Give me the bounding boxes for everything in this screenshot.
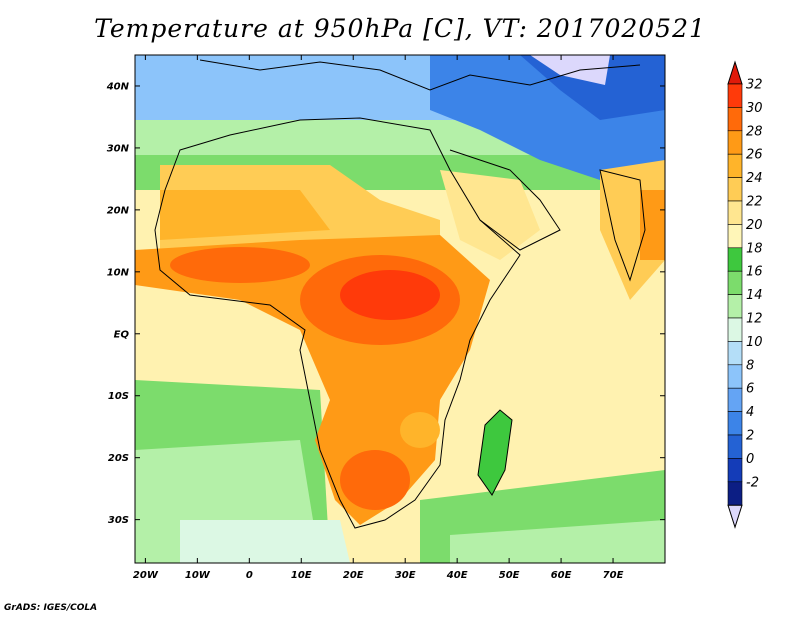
colorbar-box-9 [727, 294, 743, 319]
lon-label-6: 40E [446, 570, 468, 581]
colorbar-label-17: -2 [746, 475, 759, 490]
lon-label-7: 50E [499, 570, 520, 581]
colorbar-label-9: 14 [746, 288, 763, 303]
grads-credit: GrADS: IGES/COLA [4, 603, 98, 613]
colorbar-label-12: 8 [746, 358, 754, 373]
colorbar-box-17 [727, 481, 743, 506]
colorbar-label-1: 30 [746, 101, 763, 116]
latitude-axis: 40N 30N 20N 10N EQ 10S 20S 30S [106, 81, 665, 526]
lat-label-5: 10S [108, 391, 129, 402]
colorbar-label-16: 0 [746, 452, 754, 467]
arabia-outline [449, 149, 561, 251]
lat-label-1: 30N [107, 143, 130, 154]
colorbar-box-4 [727, 177, 743, 202]
colorbar-box-2 [727, 130, 743, 155]
map-frame [134, 54, 666, 564]
colorbar-box-6 [727, 224, 743, 249]
colorbar-box-16 [727, 458, 743, 483]
colorbar-box-12 [727, 364, 743, 389]
lat-label-3: 10N [107, 267, 130, 278]
colorbar-box-0 [727, 83, 743, 108]
lon-label-4: 20E [343, 570, 364, 581]
colorbar-box-5 [727, 200, 743, 225]
colorbar-label-14: 4 [746, 405, 754, 420]
colorbar-box-14 [727, 411, 743, 436]
colorbar-box-13 [727, 387, 743, 412]
colorbar-label-10: 12 [746, 312, 763, 327]
lon-label-9: 70E [603, 570, 624, 581]
colorbar-box-10 [727, 317, 743, 342]
colorbar-label-0: 32 [746, 78, 763, 93]
lon-label-1: 10W [185, 570, 211, 581]
colorbar-box-7 [727, 247, 743, 272]
colorbar-box-11 [727, 341, 743, 366]
madagascar-region [478, 410, 512, 495]
europe-outline [199, 59, 641, 91]
arabia-region [440, 170, 540, 260]
longitude-axis: 20W 10W 0 10E 20E 30E 40E 50E 60E 70E [133, 55, 624, 581]
colorbar-label-8: 16 [746, 265, 763, 280]
lat-label-0: 40N [106, 81, 130, 92]
africa-outline [154, 117, 521, 529]
colorbar-box-1 [727, 107, 743, 132]
lon-label-3: 10E [291, 570, 312, 581]
lon-label-0: 20W [133, 570, 159, 581]
colorbar-label-7: 18 [746, 241, 763, 256]
colorbar-label-6: 20 [746, 218, 763, 233]
colorbar-label-15: 2 [746, 429, 754, 444]
colorbar-label-5: 22 [746, 195, 763, 210]
colorbar-label-2: 28 [746, 124, 763, 139]
himalaya-region [530, 55, 610, 85]
colorbar-label-13: 6 [746, 382, 754, 397]
lat-label-2: 20N [107, 205, 130, 216]
colorbar-box-3 [727, 153, 743, 178]
colorbar-bottom-arrow [727, 504, 743, 529]
lon-label-5: 30E [395, 570, 416, 581]
chart-title: Temperature at 950hPa [C], VT: 201702052… [94, 14, 706, 43]
colorbar-box-15 [727, 434, 743, 459]
india-outline [599, 169, 646, 282]
colorbar-label-4: 24 [746, 171, 763, 186]
map-field [135, 55, 665, 563]
lon-label-8: 60E [551, 570, 572, 581]
colorbar-box-8 [727, 270, 743, 295]
lat-label-4: EQ [114, 329, 130, 340]
lon-label-2: 0 [246, 570, 253, 581]
colorbar-top-arrow [727, 60, 743, 85]
colorbar-label-3: 26 [746, 148, 763, 163]
lat-label-7: 30S [108, 515, 129, 526]
colorbar-label-11: 10 [746, 335, 763, 350]
lat-label-6: 20S [108, 453, 129, 464]
madagascar-outline [477, 409, 513, 496]
